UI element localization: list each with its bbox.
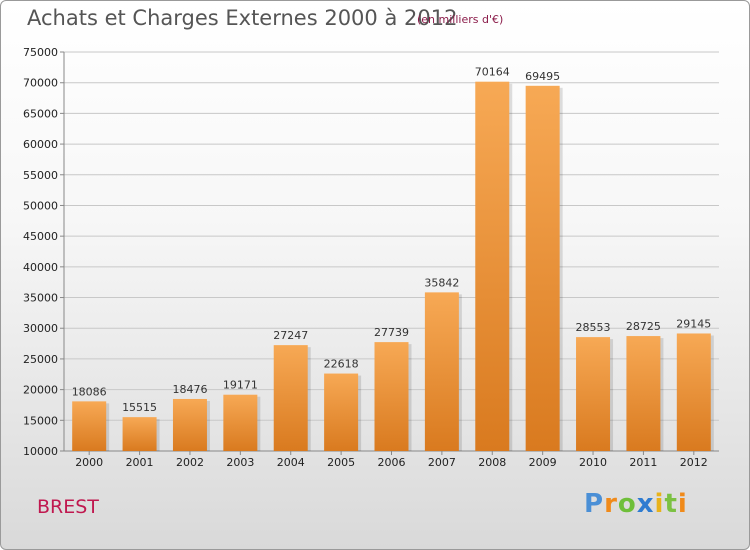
logo-letter: o: [617, 489, 637, 519]
logo-letter: t: [664, 489, 678, 519]
x-tick-label: 2009: [529, 456, 557, 469]
y-tick-label: 65000: [23, 107, 58, 120]
bar: [374, 342, 409, 451]
chart-title: Achats et Charges Externes 2000 à 2012: [27, 6, 458, 30]
y-tick-label: 45000: [23, 230, 58, 243]
bar: [525, 85, 560, 451]
y-tick-label: 30000: [23, 322, 58, 335]
y-tick-label: 20000: [23, 384, 58, 397]
x-tick-label: 2011: [629, 456, 657, 469]
bar: [324, 373, 359, 451]
x-tick-label: 2001: [126, 456, 154, 469]
data-label: 29145: [676, 317, 711, 330]
bar: [424, 292, 459, 451]
y-tick-label: 40000: [23, 261, 58, 274]
data-label: 70164: [475, 66, 510, 79]
x-tick-label: 2007: [428, 456, 456, 469]
bar: [172, 398, 207, 451]
data-label: 69495: [525, 70, 560, 83]
bar: [273, 345, 308, 451]
bar: [676, 333, 711, 451]
x-tick-label: 2010: [579, 456, 607, 469]
axes: 10000 15000 20000 25000 30000 35000 40000 45000…: [23, 46, 719, 469]
data-label: 19171: [223, 379, 258, 392]
data-label: 35842: [424, 276, 459, 289]
logo-letter: i: [654, 489, 665, 519]
city-name: BREST: [37, 496, 99, 518]
x-tick-label: 2002: [176, 456, 204, 469]
data-label: 27739: [374, 326, 409, 339]
bars: [72, 81, 714, 451]
bar: [626, 336, 661, 451]
x-tick-label: 2005: [327, 456, 355, 469]
x-tick-label: 2003: [226, 456, 254, 469]
data-label: 22618: [324, 358, 359, 371]
y-tick-label: 25000: [23, 353, 58, 366]
x-tick-label: 2004: [277, 456, 305, 469]
data-label: 28553: [576, 321, 611, 334]
y-tick-label: 10000: [23, 445, 58, 458]
bar: [122, 417, 157, 451]
logo-letter: r: [604, 489, 618, 519]
data-label: 27247: [273, 329, 308, 342]
x-tick-label: 2012: [680, 456, 708, 469]
y-tick-label: 75000: [23, 46, 58, 59]
y-tick-label: 55000: [23, 169, 58, 182]
logo-letter: x: [636, 489, 655, 519]
data-label: 18086: [72, 385, 107, 398]
y-tick-label: 15000: [23, 414, 58, 427]
x-tick-label: 2006: [378, 456, 406, 469]
bar: [72, 401, 107, 451]
y-tick-label: 70000: [23, 77, 58, 90]
x-tick-label: 2008: [478, 456, 506, 469]
logo-letter: P: [584, 489, 605, 519]
y-tick-label: 60000: [23, 138, 58, 151]
y-tick-label: 35000: [23, 292, 58, 305]
bar: [223, 394, 258, 451]
data-label: 15515: [122, 401, 157, 414]
data-label: 28725: [626, 320, 661, 333]
logo-letter: i: [677, 489, 688, 519]
x-tick-label: 2000: [75, 456, 103, 469]
bar: [576, 337, 611, 451]
data-label: 18476: [172, 383, 207, 396]
labels: 18086 15515 18476 19171 27247 22618 27739 35842…: [72, 66, 712, 414]
chart-subtitle: (en milliers d'€): [417, 13, 504, 26]
y-tick-label: 50000: [23, 199, 58, 212]
bar: [475, 81, 510, 451]
proxiti-logo: Proxiti: [584, 489, 688, 519]
